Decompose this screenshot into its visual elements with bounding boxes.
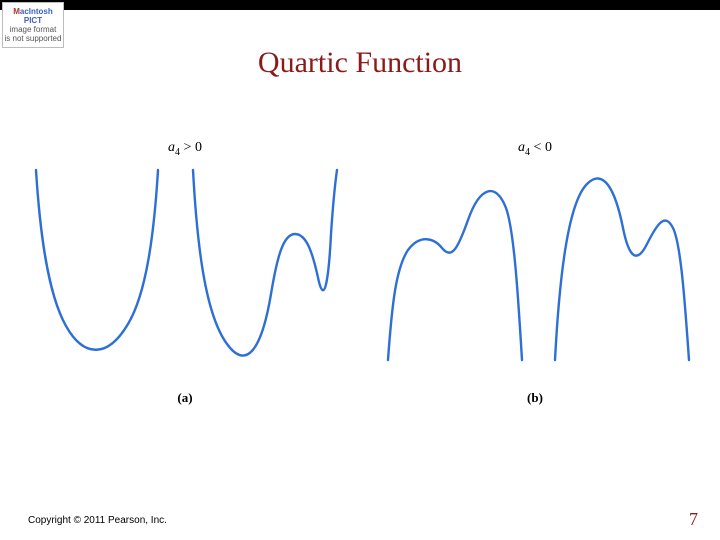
panel-b-rel: < 0 [534, 140, 552, 155]
panel-b-label: (b) [370, 390, 700, 406]
pict-line1: MacIntosh PICT [4, 7, 62, 25]
panel-a-label: (a) [20, 390, 350, 406]
panel-a-var: a [168, 140, 175, 155]
panel-a-curve-1 [28, 164, 168, 364]
panel-a: a4 > 0 (a) [20, 140, 350, 400]
panel-a-condition: a4 > 0 [20, 140, 350, 158]
panel-b-var: a [518, 140, 525, 155]
panel-b-curves [370, 164, 700, 364]
page-number: 7 [689, 509, 698, 530]
copyright-text: Copyright © 2011 Pearson, Inc. [28, 515, 167, 526]
top-black-bar [0, 0, 720, 10]
pict-line1-m: M [13, 7, 20, 16]
panel-a-rel: > 0 [184, 140, 202, 155]
pict-line1-rest: acIntosh PICT [20, 7, 53, 25]
panel-b-condition: a4 < 0 [370, 140, 700, 158]
panel-b-sub: 4 [525, 147, 530, 158]
pict-line2: image format [10, 25, 57, 34]
pict-placeholder: MacIntosh PICT image format is not suppo… [2, 2, 64, 48]
panel-a-curves [20, 164, 350, 364]
panel-b: a4 < 0 (b) [370, 140, 700, 400]
slide-title: Quartic Function [0, 46, 720, 80]
panel-b-curve-1 [378, 164, 528, 364]
panel-a-sub: 4 [175, 147, 180, 158]
panel-a-curve-2 [183, 164, 343, 364]
panel-b-curve-2 [543, 164, 693, 364]
pict-line3: is not supported [5, 34, 62, 43]
figure-area: a4 > 0 (a) a4 < 0 (b) [20, 140, 700, 400]
